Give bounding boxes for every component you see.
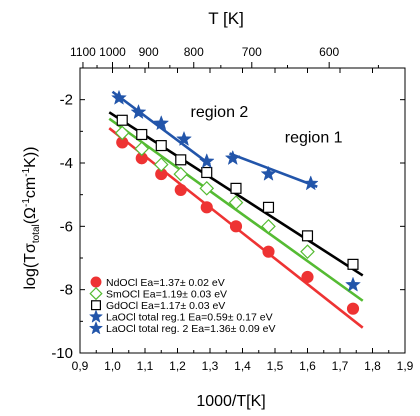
top-tick-label: 800	[184, 45, 204, 59]
y-axis-title: log(Tσtotal(Ω-1cm-1K))	[21, 147, 42, 290]
top-tick-label: 1000	[99, 45, 126, 59]
data-point	[262, 245, 275, 258]
y-tick-label: -2	[60, 92, 73, 109]
y-tick-label: -6	[60, 218, 73, 235]
x-tick-label: 1,5	[267, 359, 284, 373]
data-point	[228, 195, 244, 210]
data-point	[345, 276, 361, 292]
data-point	[136, 128, 148, 141]
data-point	[114, 125, 130, 141]
data-point	[300, 244, 315, 259]
data-point	[262, 201, 275, 213]
x-tick-label: 0,9	[72, 359, 89, 373]
data-point	[176, 130, 192, 147]
annotations: region 2 region 1	[191, 104, 343, 146]
y-axis-title-open: (	[22, 218, 39, 224]
data-point	[224, 149, 241, 166]
fit-line	[111, 90, 211, 166]
data-point	[200, 201, 213, 214]
y-tick-label: -10	[51, 345, 73, 362]
data-point	[201, 166, 213, 179]
y-axis-title-cm-superscript: -1	[21, 167, 32, 176]
data-point	[174, 183, 187, 196]
data-point	[173, 166, 189, 182]
data-point	[302, 175, 319, 191]
data-point	[153, 157, 169, 172]
x-tick-label: 1,9	[397, 359, 414, 373]
legend-marker	[89, 286, 103, 301]
x-tick-label: 1,2	[169, 359, 186, 373]
y-axis-title-omega-superscript: -1	[21, 198, 32, 207]
x-axis-title: 1000/T[K]	[196, 393, 265, 410]
axes: 0,9 1,0 1,1 1,2 1,3 1,4 1,5 1,6 1,7 1,8 1,9 -10 -8 -6…	[51, 45, 413, 373]
data-point	[198, 153, 215, 169]
legend-marker	[88, 320, 104, 335]
y-tick-label: -8	[60, 282, 73, 299]
y-axis-title-omega: Ω	[22, 207, 39, 219]
data-point	[347, 258, 359, 270]
data-point	[346, 302, 360, 315]
data-point	[130, 103, 147, 120]
x-tick-label: 1,0	[104, 359, 121, 373]
data-point	[155, 140, 167, 152]
data-point	[261, 219, 276, 234]
region-annotation: region 1	[285, 129, 343, 146]
legend-label: LaOCl total reg. 2 Ea=1.36± 0.09 eV	[106, 323, 276, 335]
top-tick-label: 900	[139, 45, 159, 59]
x-tick-label: 1,8	[364, 359, 381, 373]
fit-line	[229, 152, 318, 188]
data-point	[116, 114, 128, 126]
x-tick-label: 1,7	[332, 359, 349, 373]
data-point	[229, 220, 243, 233]
legend-label: NdOCl Ea=1.37± 0.02 eV	[106, 277, 225, 289]
y-axis-title-cm: cm	[22, 177, 39, 198]
x-tick-label: 1,6	[299, 359, 316, 373]
y-axis-title-prefix: log(T	[22, 253, 39, 290]
data-point	[111, 89, 127, 105]
top-tick-label: 1100	[70, 45, 96, 59]
data-point	[260, 165, 277, 181]
y-axis-title-sigma: σ	[22, 243, 39, 253]
x-tick-label: 1,4	[234, 359, 251, 373]
legend-marker	[90, 276, 102, 288]
data-point	[134, 141, 150, 157]
y-axis-title-suffix: K))	[22, 147, 39, 168]
data-points	[111, 89, 361, 315]
legend-marker	[90, 300, 101, 311]
data-point	[301, 230, 314, 242]
legend-label: GdOCl Ea=1.17± 0.03 eV	[106, 300, 225, 312]
data-point	[153, 115, 170, 131]
y-tick-label: -4	[60, 155, 73, 172]
top-tick-label: 700	[242, 45, 262, 59]
legend-label: LaOCl total reg.1 Ea=0.59± 0.17 eV	[106, 312, 273, 324]
data-point	[199, 181, 215, 196]
top-axis-title: T [K]	[208, 9, 244, 28]
top-tick-label: 600	[319, 45, 339, 59]
data-point	[230, 182, 242, 194]
y-axis-title-sigma-subscript: total	[31, 224, 42, 243]
region-annotation: region 2	[191, 104, 249, 121]
legend-marker	[88, 309, 104, 323]
x-tick-label: 1,1	[137, 359, 154, 373]
x-tick-label: 1,3	[202, 359, 219, 373]
data-point	[301, 270, 314, 284]
data-point	[175, 154, 187, 166]
legend-label: SmOCl Ea=1.19± 0.03 eV	[106, 288, 227, 300]
